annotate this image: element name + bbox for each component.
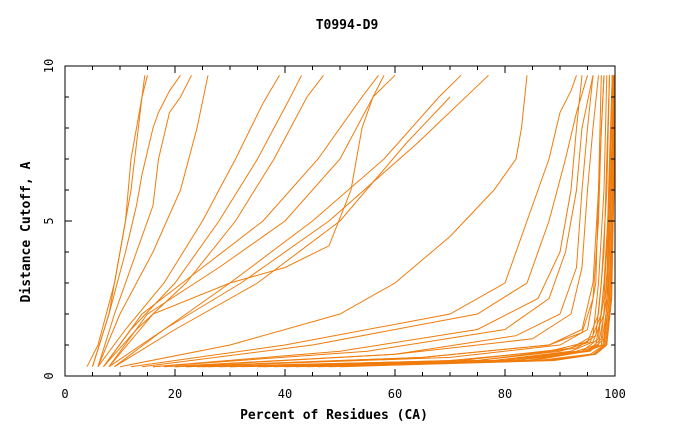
series-line-22 bbox=[174, 75, 605, 368]
series-line-33 bbox=[262, 75, 613, 368]
series-line-38 bbox=[317, 75, 616, 368]
series-line-18 bbox=[152, 75, 594, 368]
series-line-39 bbox=[328, 75, 616, 368]
series-line-10 bbox=[108, 74, 396, 367]
series-line-23 bbox=[185, 75, 602, 368]
x-axis-label: Percent of Residues (CA) bbox=[240, 408, 428, 423]
x-tick-label-40: 40 bbox=[278, 387, 292, 401]
series-line-15 bbox=[119, 75, 528, 368]
series-group bbox=[86, 74, 616, 368]
series-line-30 bbox=[229, 75, 610, 368]
series-line-17 bbox=[141, 75, 588, 368]
series-line-32 bbox=[257, 75, 615, 368]
x-tick-label-20: 20 bbox=[168, 387, 182, 401]
series-line-13 bbox=[114, 74, 489, 368]
y-tick-label-5: 5 bbox=[42, 217, 56, 224]
series-line-35 bbox=[284, 75, 614, 368]
x-axis: 0 20 40 60 80 100 bbox=[61, 66, 626, 401]
y-axis: 0 5 10 bbox=[42, 59, 615, 380]
x-tick-label-60: 60 bbox=[388, 387, 402, 401]
x-tick-label-100: 100 bbox=[604, 387, 626, 401]
series-line-3 bbox=[92, 75, 181, 367]
series-line-20 bbox=[163, 75, 599, 368]
series-line-4 bbox=[97, 75, 192, 367]
chart-title: T0994-D9 bbox=[316, 18, 379, 33]
series-line-28 bbox=[218, 75, 613, 368]
series-line-11 bbox=[108, 75, 385, 368]
series-line-9 bbox=[103, 74, 379, 367]
y-tick-label-10: 10 bbox=[42, 59, 56, 73]
series-line-21 bbox=[174, 75, 594, 368]
series-line-16 bbox=[130, 75, 577, 368]
series-line-36 bbox=[295, 75, 615, 368]
series-line-1 bbox=[92, 75, 148, 367]
series-line-29 bbox=[229, 75, 614, 368]
y-axis-label: Distance Cutoff, A bbox=[19, 161, 34, 302]
series-line-2 bbox=[86, 75, 146, 367]
y-tick-label-0: 0 bbox=[42, 372, 56, 379]
series-line-31 bbox=[240, 75, 613, 368]
series-line-14 bbox=[114, 96, 451, 368]
x-tick-label-80: 80 bbox=[498, 387, 512, 401]
x-tick-label-0: 0 bbox=[61, 387, 68, 401]
series-line-37 bbox=[306, 75, 616, 368]
series-line-40 bbox=[339, 75, 616, 368]
series-line-34 bbox=[273, 75, 616, 368]
series-line-24 bbox=[185, 75, 605, 368]
series-line-5 bbox=[97, 75, 209, 367]
series-line-27 bbox=[207, 75, 613, 368]
series-line-19 bbox=[152, 75, 583, 368]
series-line-6 bbox=[97, 75, 280, 367]
